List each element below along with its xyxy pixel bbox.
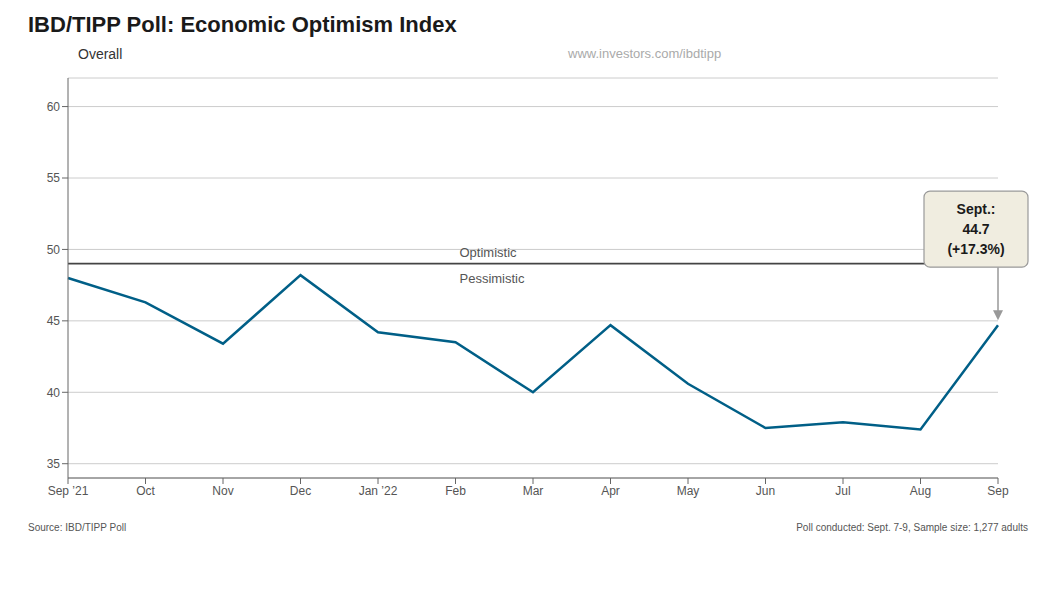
svg-text:60: 60 xyxy=(47,100,61,114)
svg-text:40: 40 xyxy=(47,386,61,400)
html-text:Overall: Overall xyxy=(78,46,123,62)
svg-text:Feb: Feb xyxy=(445,484,466,498)
svg-text:Jan ’22: Jan ’22 xyxy=(359,484,398,498)
html-text:Source: IBD/TIPP Poll: Source: IBD/TIPP Poll xyxy=(28,522,127,533)
html-text:www.investors.com/ibdtipp: www.investors.com/ibdtipp xyxy=(568,46,722,61)
svg-text:Oct: Oct xyxy=(136,484,155,498)
svg-text:55: 55 xyxy=(47,171,61,185)
svg-text:Nov: Nov xyxy=(212,484,233,498)
svg-text:Sep ’21: Sep ’21 xyxy=(48,484,89,498)
svg-text:Aug: Aug xyxy=(910,484,931,498)
svg-text:Jun: Jun xyxy=(756,484,775,498)
html-text:Poll conducted: Sept. 7-9, Sam: Poll conducted: Sept. 7-9, Sample size: … xyxy=(796,522,1028,533)
svg-text:Apr: Apr xyxy=(601,484,620,498)
html-text:IBD/TIPP Poll: Economic Optimi: IBD/TIPP Poll: Economic Optimism Index xyxy=(28,12,457,37)
svg-text:35: 35 xyxy=(47,457,61,471)
svg-text:Dec: Dec xyxy=(290,484,311,498)
svg-text:May: May xyxy=(677,484,700,498)
svg-text:Optimistic: Optimistic xyxy=(460,245,518,260)
svg-text:Mar: Mar xyxy=(523,484,544,498)
svg-text:Sep: Sep xyxy=(987,484,1009,498)
svg-text:Pessimistic: Pessimistic xyxy=(460,271,526,286)
svg-text:45: 45 xyxy=(47,314,61,328)
svg-text:Sept.:44.7(+17.3%): Sept.:44.7(+17.3%) xyxy=(947,201,1004,257)
svg-text:50: 50 xyxy=(47,243,61,257)
svg-text:Jul: Jul xyxy=(835,484,850,498)
